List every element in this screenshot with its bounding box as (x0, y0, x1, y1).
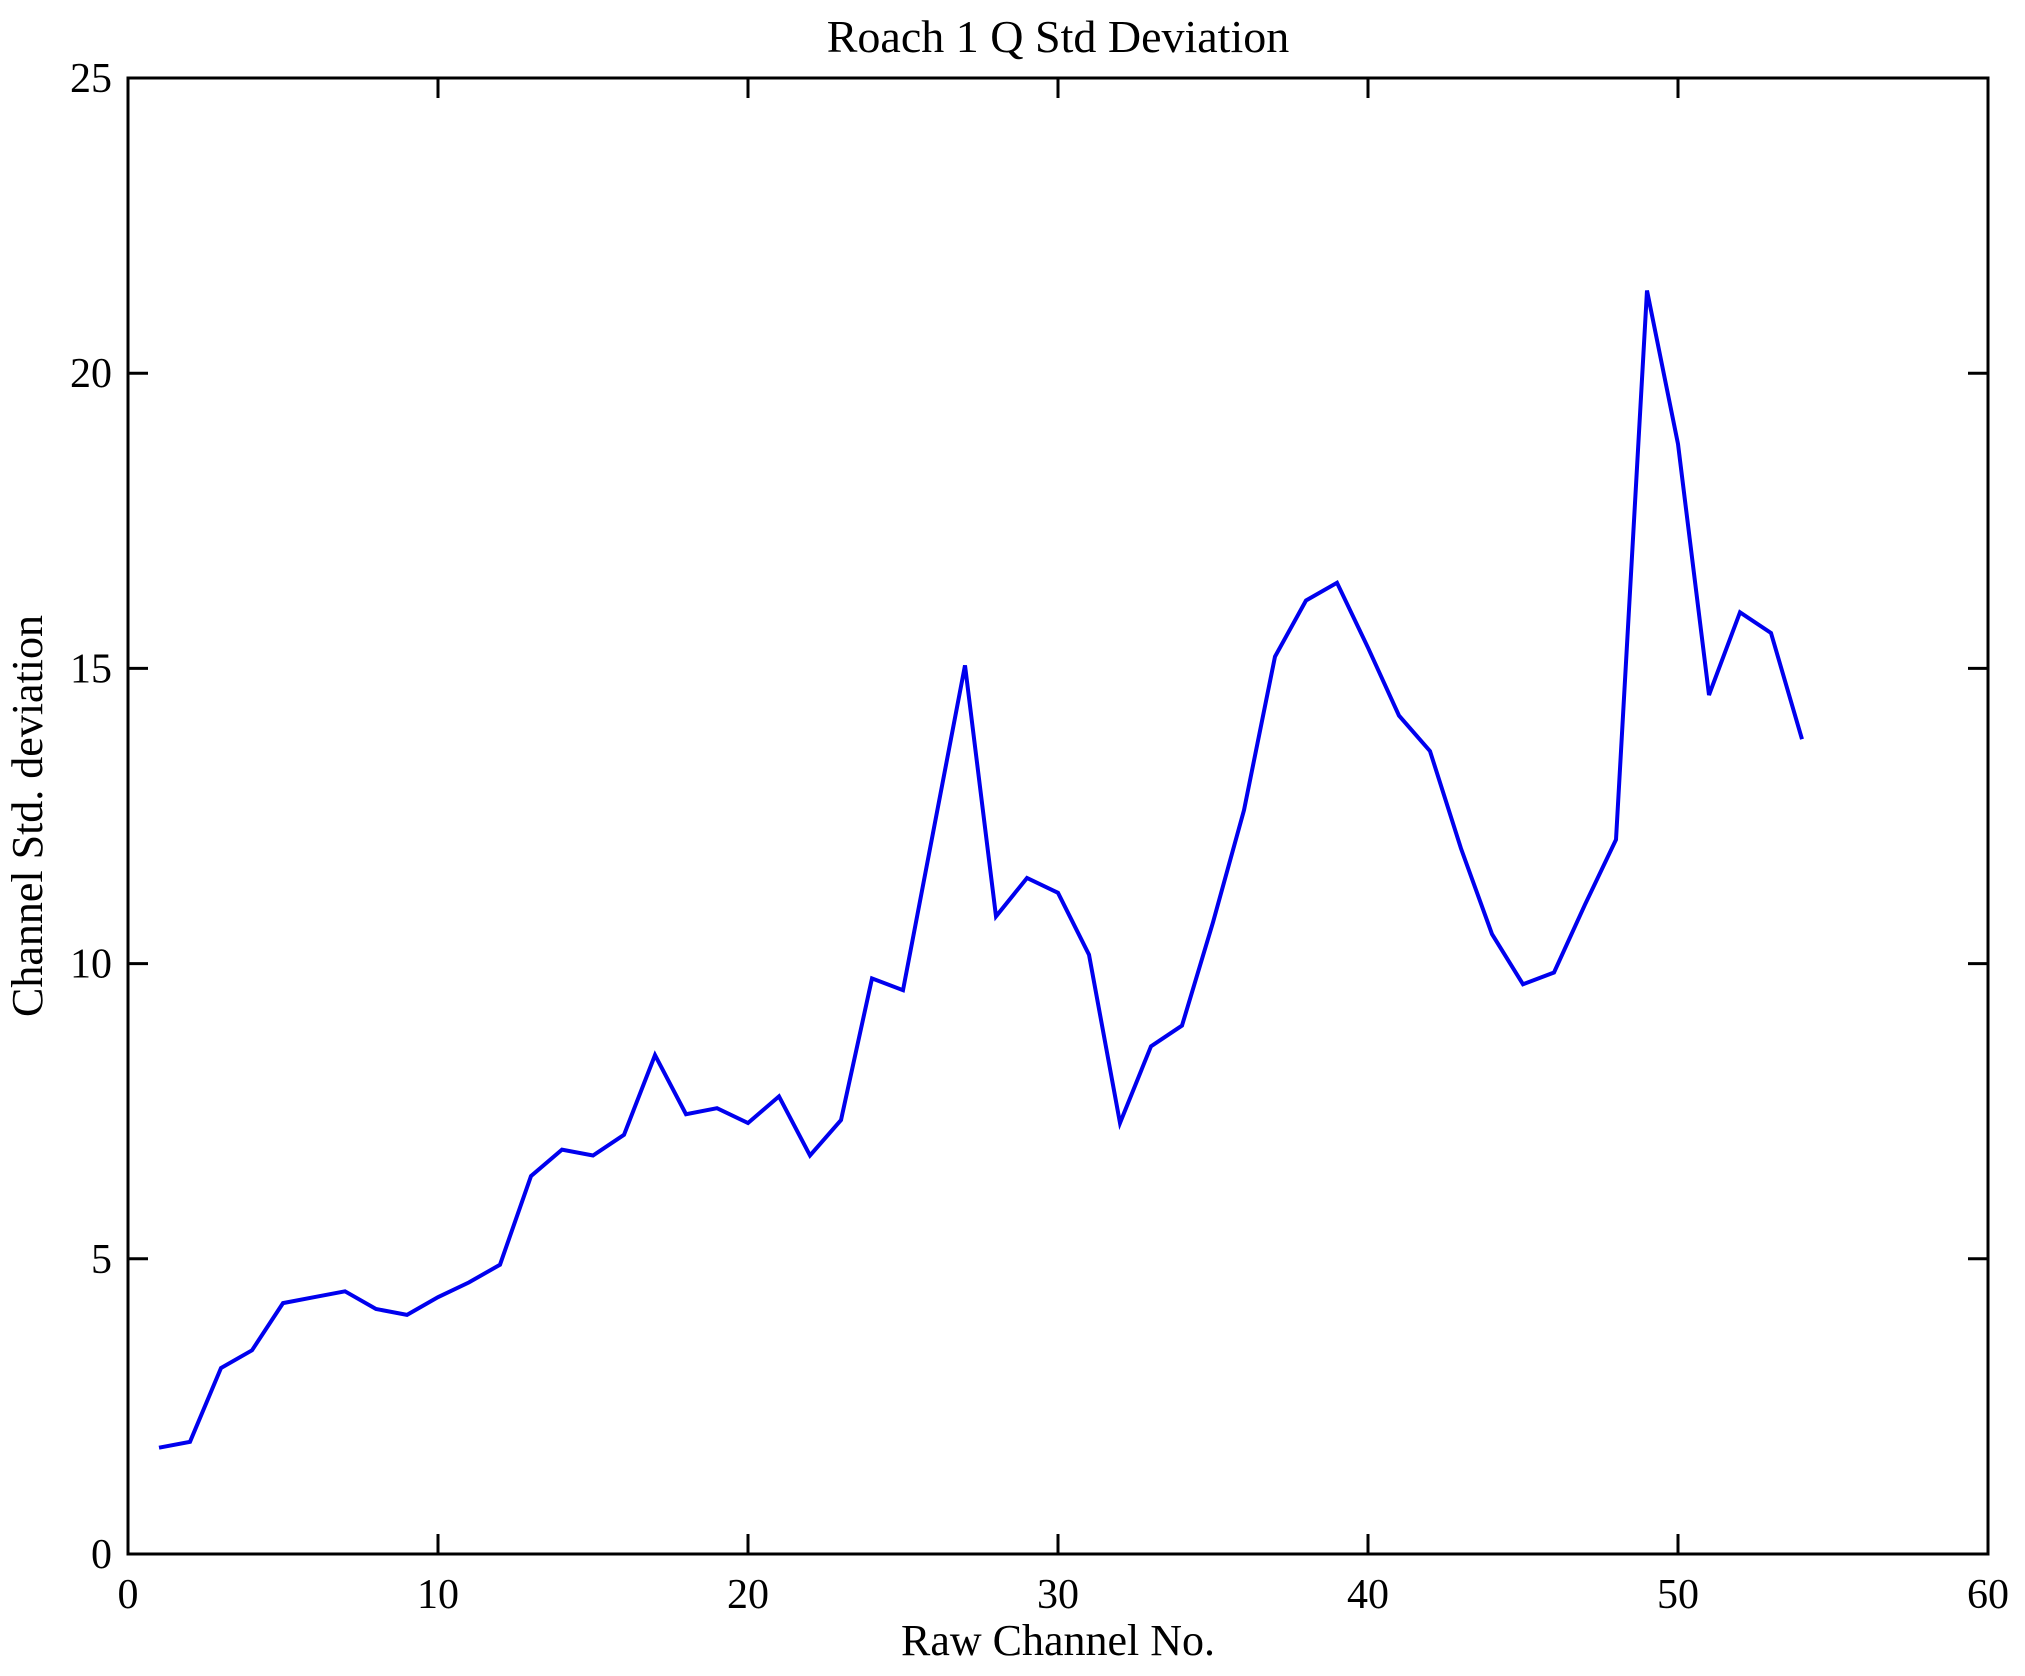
x-tick-label: 40 (1347, 1572, 1389, 1618)
axis-ticks (126, 76, 1990, 1556)
x-tick-label: 0 (118, 1572, 139, 1618)
y-axis-label: Channel Std. deviation (3, 615, 52, 1017)
plot-box (126, 76, 1990, 1556)
x-tick-label: 50 (1657, 1572, 1699, 1618)
axis-tick-labels: 0 10 20 30 40 50 60 0 5 10 15 20 25 (70, 56, 2009, 1618)
y-tick-label: 5 (91, 1237, 112, 1283)
y-tick-label: 25 (70, 56, 112, 102)
y-tick-label: 10 (70, 942, 112, 988)
data-line (158, 290, 1804, 1450)
x-tick-label: 30 (1037, 1572, 1079, 1618)
x-axis-label: Raw Channel No. (901, 1616, 1215, 1665)
y-tick-label: 20 (70, 351, 112, 397)
x-tick-label: 60 (1967, 1572, 2009, 1618)
y-tick-label: 0 (91, 1532, 112, 1578)
y-tick-label: 15 (70, 646, 112, 692)
x-tick-label: 20 (727, 1572, 769, 1618)
x-tick-label: 10 (417, 1572, 459, 1618)
chart-title: Roach 1 Q Std Deviation (827, 11, 1290, 62)
